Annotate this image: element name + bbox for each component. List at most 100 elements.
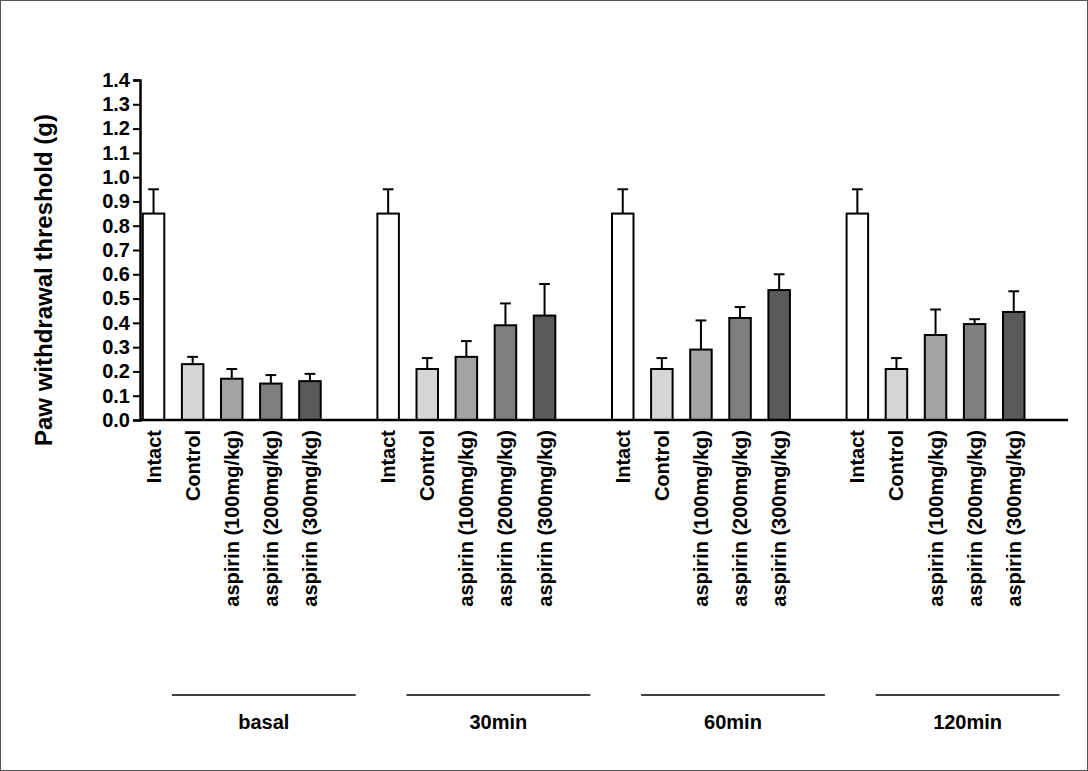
bar xyxy=(1003,312,1025,420)
bars xyxy=(143,189,1025,420)
bar xyxy=(377,214,399,420)
error-stem xyxy=(270,375,272,384)
y-axis-title: Paw withdrawal threshold (g) xyxy=(30,114,57,446)
y-tick-label: 0.7 xyxy=(102,239,130,261)
bar-label: aspirin (300mg/kg) xyxy=(299,430,321,607)
y-tick-mark xyxy=(133,250,140,252)
y-tick-label: 0.4 xyxy=(102,312,131,334)
error-cap xyxy=(696,319,707,321)
y-tick-mark xyxy=(133,274,140,276)
y-tick: 0.3 xyxy=(102,336,140,358)
y-tick-mark xyxy=(133,420,140,422)
error-bar xyxy=(969,319,980,324)
error-stem xyxy=(661,358,663,369)
bar-label: Control xyxy=(182,430,204,501)
error-cap xyxy=(187,356,198,358)
y-tick-label: 1.2 xyxy=(102,117,130,139)
bar xyxy=(768,290,790,420)
error-bar xyxy=(891,358,902,369)
error-cap xyxy=(539,283,550,285)
y-tick-mark xyxy=(133,80,140,82)
error-bar xyxy=(617,189,628,213)
y-tick-mark xyxy=(133,225,140,227)
error-bar xyxy=(735,307,746,318)
y-tick-label: 0.3 xyxy=(102,336,130,358)
y-tick-mark xyxy=(133,371,140,373)
y-tick: 1.4 xyxy=(102,69,140,91)
error-stem xyxy=(935,310,937,336)
y-tick-label: 0.9 xyxy=(102,190,130,212)
y-tick: 0.1 xyxy=(102,385,140,407)
y-tick-label: 1.1 xyxy=(102,142,130,164)
error-cap xyxy=(148,188,159,190)
y-tick-label: 0.6 xyxy=(102,263,130,285)
bar-label: aspirin (200mg/kg) xyxy=(260,430,282,607)
x-labels: IntactControlaspirin (100mg/kg)aspirin (… xyxy=(143,430,1060,733)
error-bar xyxy=(1008,291,1019,312)
error-bar xyxy=(461,341,472,357)
error-bar xyxy=(226,369,237,379)
group-underline xyxy=(172,694,356,696)
y-tick: 1.0 xyxy=(102,166,140,188)
bar xyxy=(534,316,556,420)
y-tick-label: 1.0 xyxy=(102,166,130,188)
bar-label: Intact xyxy=(846,430,868,484)
group-label: 120min xyxy=(933,711,1002,733)
error-stem xyxy=(387,189,389,213)
error-bar xyxy=(696,320,707,349)
y-tick-mark xyxy=(133,152,140,154)
error-cap xyxy=(265,374,276,376)
error-cap xyxy=(735,306,746,308)
y-tick: 1.2 xyxy=(102,117,140,139)
error-bar xyxy=(148,189,159,213)
y-tick-mark xyxy=(133,201,140,203)
chart: 0.00.10.20.30.40.50.60.70.80.91.01.11.21… xyxy=(0,0,1088,771)
y-axis-line xyxy=(133,81,141,421)
bar xyxy=(495,325,517,420)
group-label: basal xyxy=(238,711,289,733)
bar xyxy=(651,369,673,420)
error-stem xyxy=(153,189,155,213)
bar xyxy=(182,364,204,420)
y-tick-mark xyxy=(133,298,140,300)
error-cap xyxy=(617,188,628,190)
error-bar xyxy=(500,303,511,325)
y-tick-label: 0.1 xyxy=(102,385,130,407)
error-bar xyxy=(305,374,316,381)
bar xyxy=(416,369,438,420)
bar xyxy=(729,318,751,420)
y-tick-label: 1.4 xyxy=(102,69,131,91)
error-stem xyxy=(622,189,624,213)
bar-label: Control xyxy=(651,430,673,501)
y-axis: 0.00.10.20.30.40.50.60.70.80.91.01.11.21… xyxy=(102,69,140,431)
error-cap xyxy=(656,357,667,359)
bar-label: aspirin (300mg/kg) xyxy=(768,430,790,607)
group-underline xyxy=(406,694,590,696)
bar-label: aspirin (200mg/kg) xyxy=(494,430,516,607)
error-stem xyxy=(856,189,858,213)
error-bar xyxy=(422,358,433,369)
y-tick: 0.4 xyxy=(102,312,140,334)
x-axis-line xyxy=(140,419,1068,422)
y-tick-mark xyxy=(133,347,140,349)
bar xyxy=(886,369,908,420)
bar xyxy=(221,379,243,420)
bar xyxy=(260,384,282,420)
error-bar xyxy=(265,375,276,384)
y-tick-mark xyxy=(133,104,140,106)
y-tick: 1.3 xyxy=(102,93,140,115)
error-stem xyxy=(426,358,428,369)
y-tick: 0.6 xyxy=(102,263,140,285)
error-bar xyxy=(774,274,785,290)
error-bar xyxy=(852,189,863,213)
error-bar xyxy=(930,310,941,336)
y-tick-label: 0.2 xyxy=(102,360,130,382)
y-tick: 0.5 xyxy=(102,287,140,309)
bar xyxy=(925,335,947,420)
y-tick-mark xyxy=(133,322,140,324)
error-stem xyxy=(465,341,467,357)
bar-label: Intact xyxy=(143,430,165,484)
y-tick-mark xyxy=(133,128,140,130)
group-underline xyxy=(641,694,825,696)
bar-label: aspirin (200mg/kg) xyxy=(964,430,986,607)
